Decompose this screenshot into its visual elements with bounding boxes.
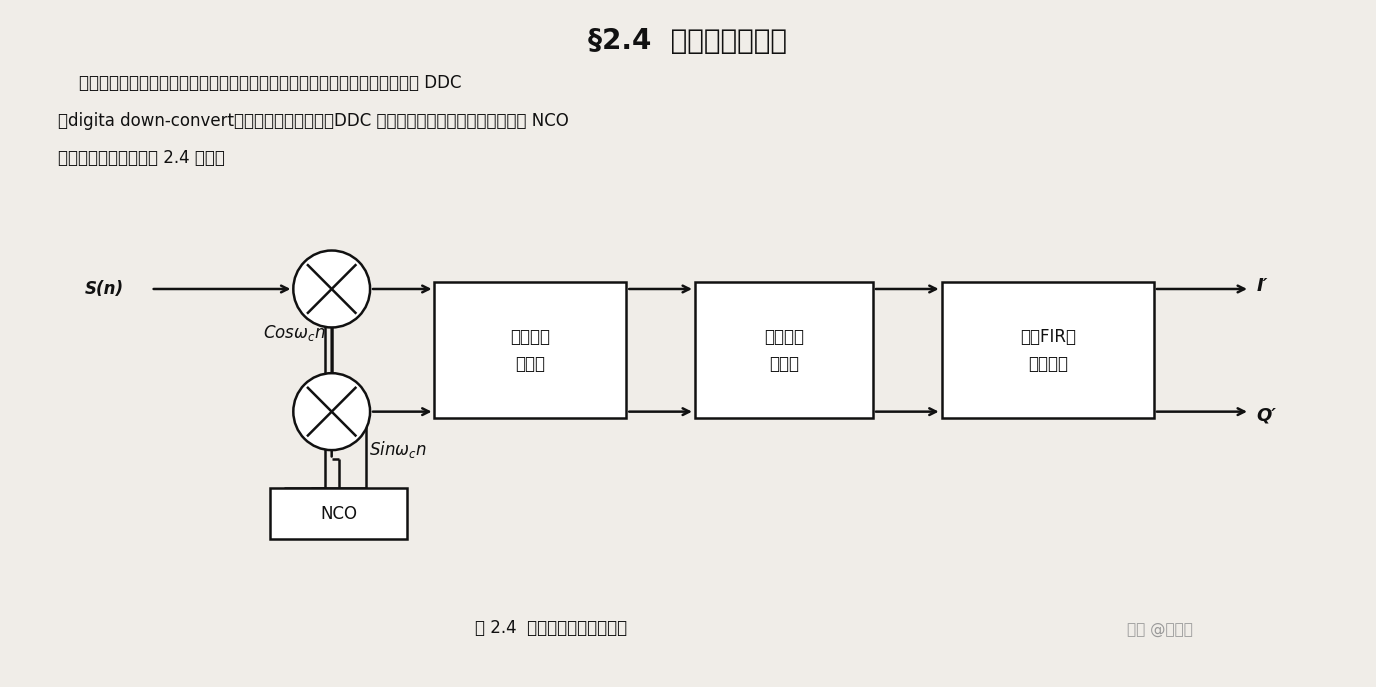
Text: （digita down-convert）下变频为基带信号。DDC 包括下变频模块、滤波抽取模块和 NCO: （digita down-convert）下变频为基带信号。DDC 包括下变频模… (58, 112, 568, 130)
Text: 模块。其组成框图如图 2.4 所示。: 模块。其组成框图如图 2.4 所示。 (58, 149, 224, 168)
Text: 普通FIR滤
波抽取器: 普通FIR滤 波抽取器 (1020, 328, 1076, 372)
Text: 模拟中频信号经过模数转换后形成数字中频信号，解调时首先经数字下变频器 DDC: 模拟中频信号经过模数转换后形成数字中频信号，解调时首先经数字下变频器 DDC (58, 74, 461, 92)
Text: Q′: Q′ (1256, 406, 1277, 424)
Text: 知乎 @陈老湿: 知乎 @陈老湿 (1127, 622, 1193, 637)
Text: NCO: NCO (321, 505, 356, 523)
Text: 半带滤波
抽取器: 半带滤波 抽取器 (764, 328, 804, 372)
Bar (695, 282, 872, 418)
Bar (435, 282, 626, 418)
Text: 梳状抽取
滤波器: 梳状抽取 滤波器 (510, 328, 550, 372)
Text: §2.4  数字下变频技术: §2.4 数字下变频技术 (589, 27, 787, 55)
Bar (270, 488, 407, 539)
Text: 图 2.4  数字下变频器原理框图: 图 2.4 数字下变频器原理框图 (475, 618, 627, 637)
Ellipse shape (293, 251, 370, 328)
Text: $Cos\omega_c n$: $Cos\omega_c n$ (263, 324, 326, 344)
Text: S(n): S(n) (85, 280, 124, 298)
Bar (941, 282, 1154, 418)
Text: $Sin\omega_c n$: $Sin\omega_c n$ (369, 438, 427, 460)
Ellipse shape (293, 373, 370, 450)
Text: I′: I′ (1256, 277, 1269, 295)
